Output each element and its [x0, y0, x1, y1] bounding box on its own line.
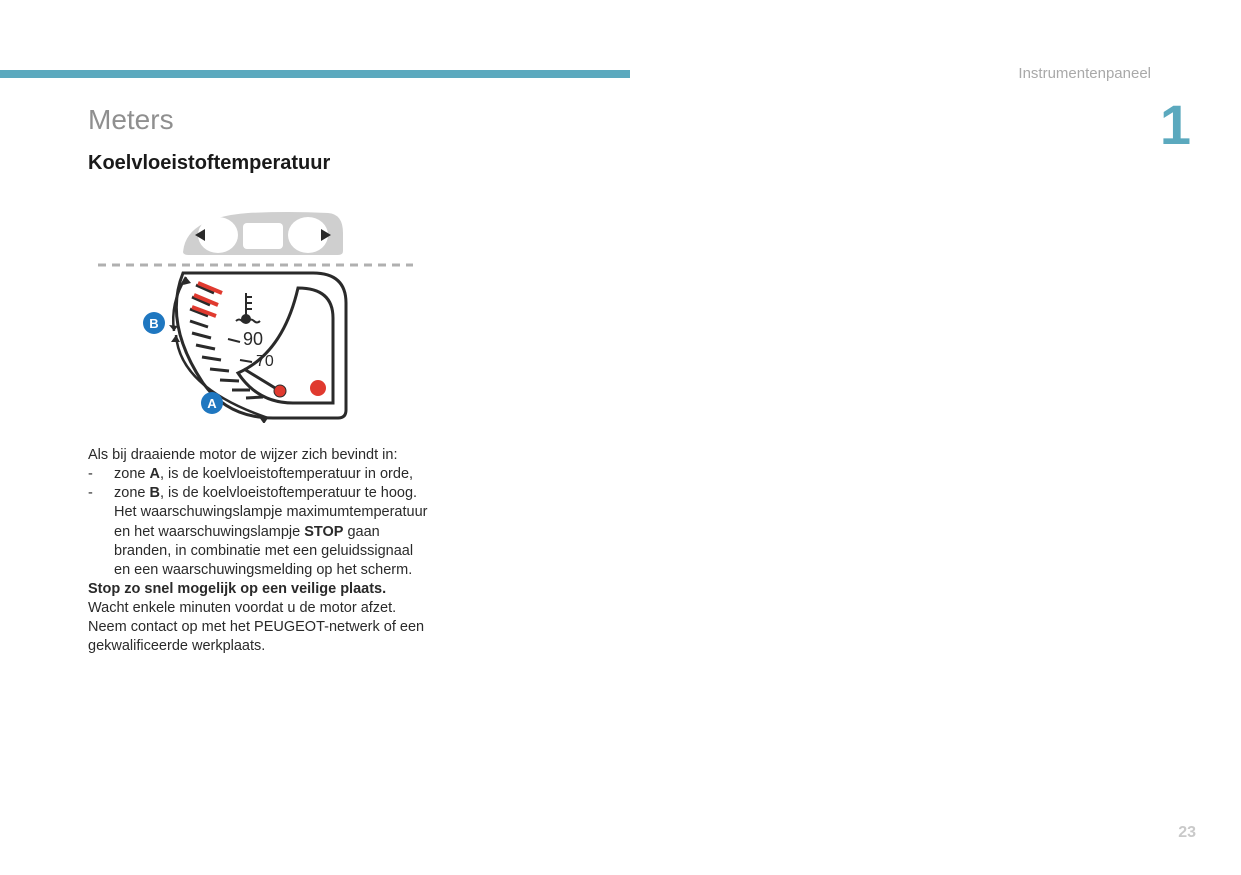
- gauge-figure: 90 70 B: [88, 193, 428, 428]
- intro-line: Als bij draaiende motor de wijzer zich b…: [88, 446, 428, 465]
- page-number: 23: [1178, 824, 1196, 842]
- bullet-dash: -: [88, 465, 114, 484]
- zone-b-label: B: [149, 316, 158, 331]
- gauge-label-90: 90: [243, 329, 263, 349]
- content-column: Meters Koelvloeistoftemperatuur: [88, 104, 428, 656]
- cluster-silhouette-icon: [183, 212, 343, 255]
- zone-b-bold: B: [149, 485, 159, 501]
- section-number: 1: [1160, 92, 1191, 157]
- heading-2: Koelvloeistoftemperatuur: [88, 152, 428, 175]
- zone-a-label: A: [207, 396, 217, 411]
- zone-a-bold: A: [149, 466, 159, 482]
- gauge-label-70: 70: [256, 353, 274, 370]
- after-1: Wacht enkele minuten voordat u de motor …: [88, 599, 428, 618]
- chapter-header: Instrumentenpaneel: [1018, 65, 1151, 82]
- heading-1: Meters: [88, 104, 428, 136]
- zone-a-post: , is de koelvloeistoftemperatuur in orde…: [160, 466, 413, 482]
- body-text: Als bij draaiende motor de wijzer zich b…: [88, 446, 428, 656]
- zone-b-post1: , is de koelvloeistoftemperatuur te hoog…: [114, 485, 427, 539]
- coolant-gauge-icon: 90 70: [176, 273, 346, 418]
- bullet-body: zone A, is de koelvloeistoftemperatuur i…: [114, 465, 428, 484]
- bullet-dash: -: [88, 484, 114, 580]
- zone-b-pre: zone: [114, 485, 149, 501]
- bullet-body: zone B, is de koelvloeistoftemperatuur t…: [114, 484, 428, 580]
- warning-bold: Stop zo snel mogelijk op een veilige pla…: [88, 580, 428, 599]
- bullet-zone-a: - zone A, is de koelvloeistoftemperatuur…: [88, 465, 428, 484]
- zone-b-stop: STOP: [304, 524, 343, 540]
- page: Instrumentenpaneel 1 23 Meters Koelvloei…: [0, 0, 1241, 875]
- top-accent-bar: [0, 70, 630, 78]
- zone-a-pre: zone: [114, 466, 149, 482]
- after-2: Neem contact op met het PEUGEOT-netwerk …: [88, 618, 428, 656]
- gauge-svg: 90 70 B: [88, 193, 418, 423]
- bullet-zone-b: - zone B, is de koelvloeistoftemperatuur…: [88, 484, 428, 580]
- warning-dot-icon: [310, 380, 326, 396]
